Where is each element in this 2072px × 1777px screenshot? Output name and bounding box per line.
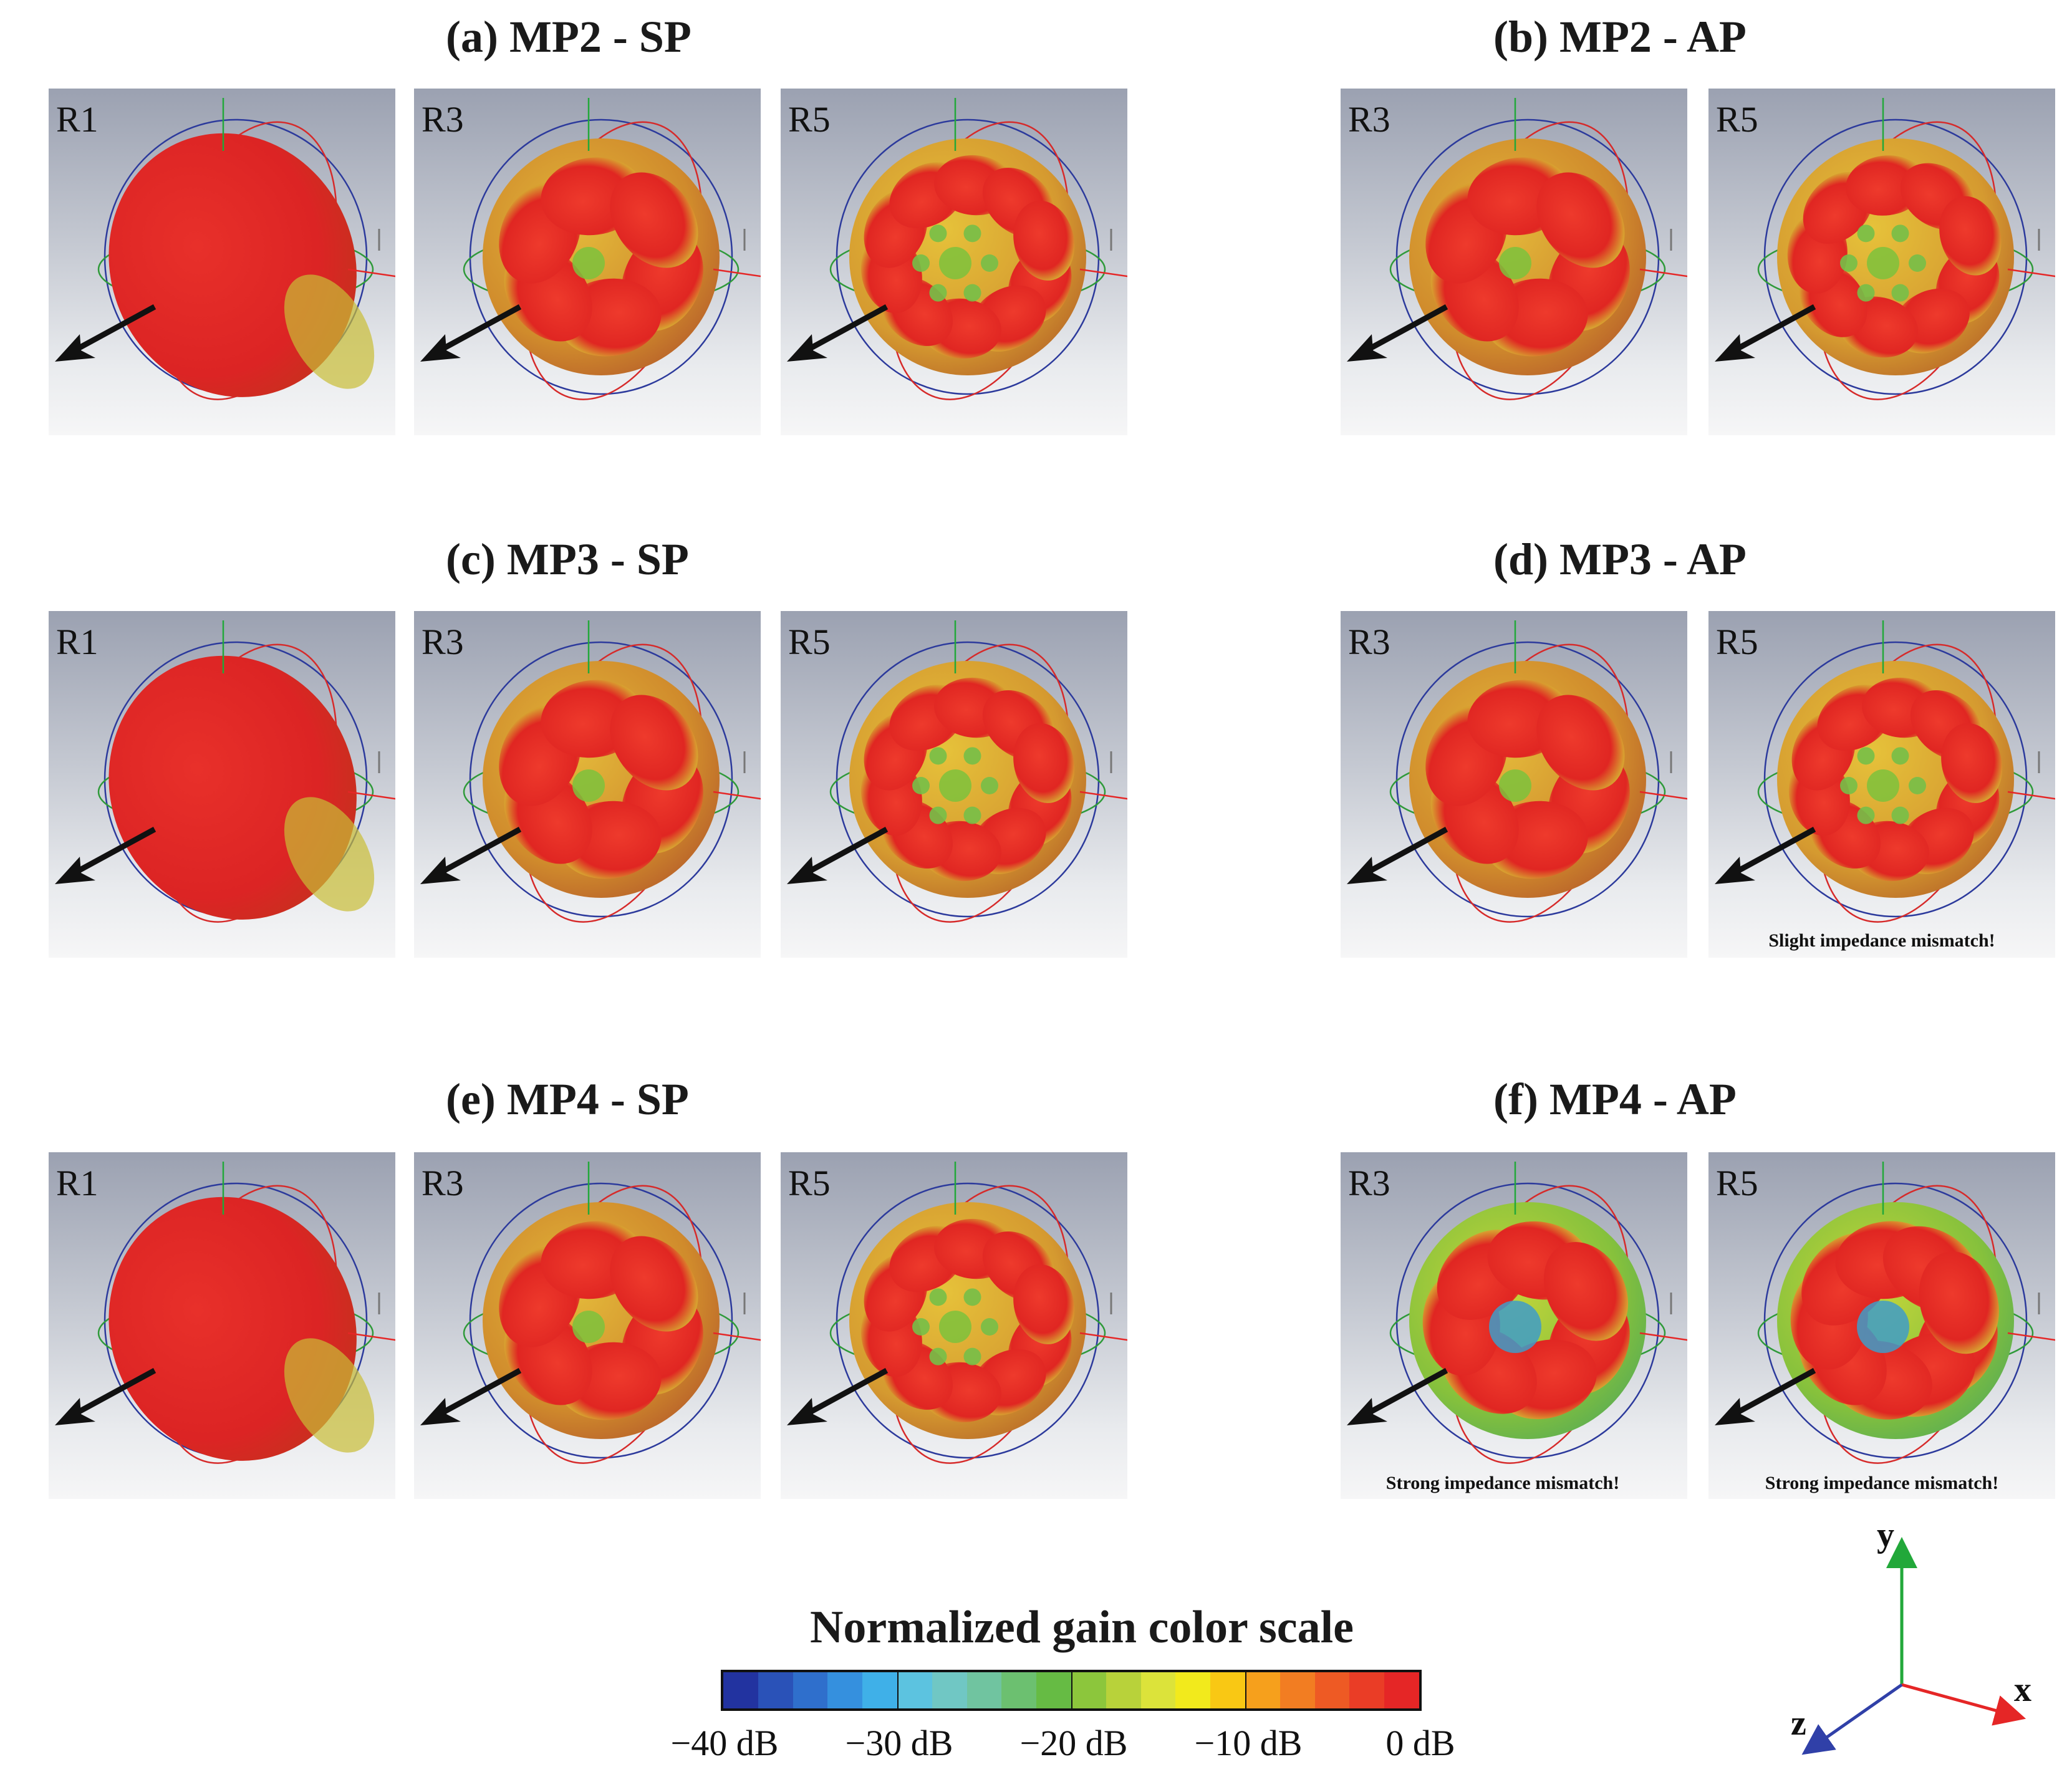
radiation-pattern xyxy=(787,1162,1127,1464)
color-scale-tick xyxy=(1245,1672,1246,1708)
radiation-pattern xyxy=(1715,98,2055,400)
color-scale-segment xyxy=(1140,1672,1176,1708)
panel-label: R5 xyxy=(1716,1163,1758,1203)
pattern-panel: R5 xyxy=(1708,89,2055,435)
radiation-pattern xyxy=(787,620,1127,923)
radiation-pattern xyxy=(55,98,395,400)
color-scale-segment xyxy=(966,1672,1002,1708)
mismatch-note: Strong impedance mismatch! xyxy=(1765,1473,1999,1493)
radiation-pattern xyxy=(1715,620,2055,923)
pattern-panel: R1 xyxy=(49,611,395,958)
pattern-panel: R5 xyxy=(781,611,1127,958)
panel-label: R1 xyxy=(56,622,99,662)
mismatch-note: Slight impedance mismatch! xyxy=(1768,930,1995,951)
tick-label: −40 dB xyxy=(670,1723,779,1763)
tick-label: −20 dB xyxy=(1019,1723,1128,1763)
x-axis-arrow xyxy=(1901,1683,2026,1726)
group-title-a: (a) MP2 - SP xyxy=(446,12,691,62)
group-title-e: (e) MP4 - SP xyxy=(446,1074,689,1124)
color-scale-tick xyxy=(897,1672,899,1708)
pattern-panel: R3 xyxy=(414,89,761,435)
color-scale-segment xyxy=(1001,1672,1037,1708)
color-scale-title: Normalized gain color scale xyxy=(809,1602,1354,1653)
panel-label: R5 xyxy=(788,99,831,140)
panel-label: R5 xyxy=(1716,622,1758,662)
pattern-panel: R3 xyxy=(1341,1152,1687,1499)
color-scale-segment xyxy=(862,1672,897,1708)
pattern-panel: R3 xyxy=(414,1152,761,1499)
panel-label: R3 xyxy=(422,622,464,662)
color-scale-segment xyxy=(758,1672,793,1708)
panel-label: R3 xyxy=(422,99,464,140)
radiation-pattern xyxy=(55,620,395,923)
color-scale-segment xyxy=(897,1672,932,1708)
color-scale-segment xyxy=(932,1672,967,1708)
panel-label: R3 xyxy=(422,1163,464,1203)
color-scale-segment xyxy=(1175,1672,1211,1708)
y-axis-label: y xyxy=(1877,1516,1894,1554)
pattern-panel: R3 xyxy=(1341,611,1687,958)
mismatch-note: Strong impedance mismatch! xyxy=(1385,1473,1620,1493)
tick-label: −10 dB xyxy=(1194,1723,1303,1763)
color-scale-segment xyxy=(1036,1672,1071,1708)
panel-label: R3 xyxy=(1348,1163,1390,1203)
color-scale-segment xyxy=(1245,1672,1280,1708)
group-title-c: (c) MP3 - SP xyxy=(446,534,689,584)
pattern-panel: R3 xyxy=(414,611,761,958)
color-scale-segment xyxy=(793,1672,828,1708)
z-axis-label: z xyxy=(1791,1704,1806,1743)
color-scale-segment xyxy=(1071,1672,1106,1708)
color-scale-segment xyxy=(723,1672,758,1708)
group-title-b: (b) MP2 - AP xyxy=(1493,12,1747,62)
tick-label: −30 dB xyxy=(845,1723,953,1763)
panel-label: R5 xyxy=(788,622,831,662)
radiation-pattern xyxy=(1715,1162,2055,1464)
x-axis-label: x xyxy=(2014,1670,2031,1709)
color-scale-segment xyxy=(1279,1672,1315,1708)
group-title-f: (f) MP4 - AP xyxy=(1493,1074,1737,1124)
radiation-pattern xyxy=(420,98,761,400)
radiation-pattern xyxy=(420,1162,761,1464)
radiation-pattern xyxy=(787,98,1127,400)
group-title-d: (d) MP3 - AP xyxy=(1493,534,1747,584)
color-scale-tick xyxy=(1071,1672,1072,1708)
color-scale-segment xyxy=(1106,1672,1141,1708)
pattern-panel: R5 xyxy=(1708,611,2055,958)
panel-label: R5 xyxy=(1716,99,1758,140)
color-scale-segment xyxy=(1210,1672,1245,1708)
radiation-pattern xyxy=(1347,620,1687,923)
panel-label: R3 xyxy=(1348,99,1390,140)
color-scale-segment xyxy=(1314,1672,1350,1708)
panel-label: R5 xyxy=(788,1163,831,1203)
color-scale-segment xyxy=(1349,1672,1385,1708)
pattern-panel: R1 xyxy=(49,1152,395,1499)
color-scale-bar xyxy=(721,1670,1422,1711)
z-axis-arrow xyxy=(1801,1683,1903,1755)
pattern-panel: R1 xyxy=(49,89,395,435)
panel-label: R1 xyxy=(56,99,99,140)
coordinate-axes: y x z xyxy=(1791,1516,2031,1755)
panel-label: R1 xyxy=(56,1163,99,1203)
pattern-panel: R3 xyxy=(1341,89,1687,435)
color-scale-segment xyxy=(827,1672,863,1708)
panel-label: R3 xyxy=(1348,622,1390,662)
pattern-panel: R5 xyxy=(1708,1152,2055,1499)
pattern-panel: R5 xyxy=(781,1152,1127,1499)
color-scale-segment xyxy=(1384,1672,1419,1708)
radiation-pattern xyxy=(420,620,761,923)
radiation-pattern xyxy=(1347,1162,1687,1464)
radiation-pattern xyxy=(55,1162,395,1464)
radiation-pattern xyxy=(1347,98,1687,400)
tick-label: 0 dB xyxy=(1385,1723,1455,1763)
pattern-panel: R5 xyxy=(781,89,1127,435)
